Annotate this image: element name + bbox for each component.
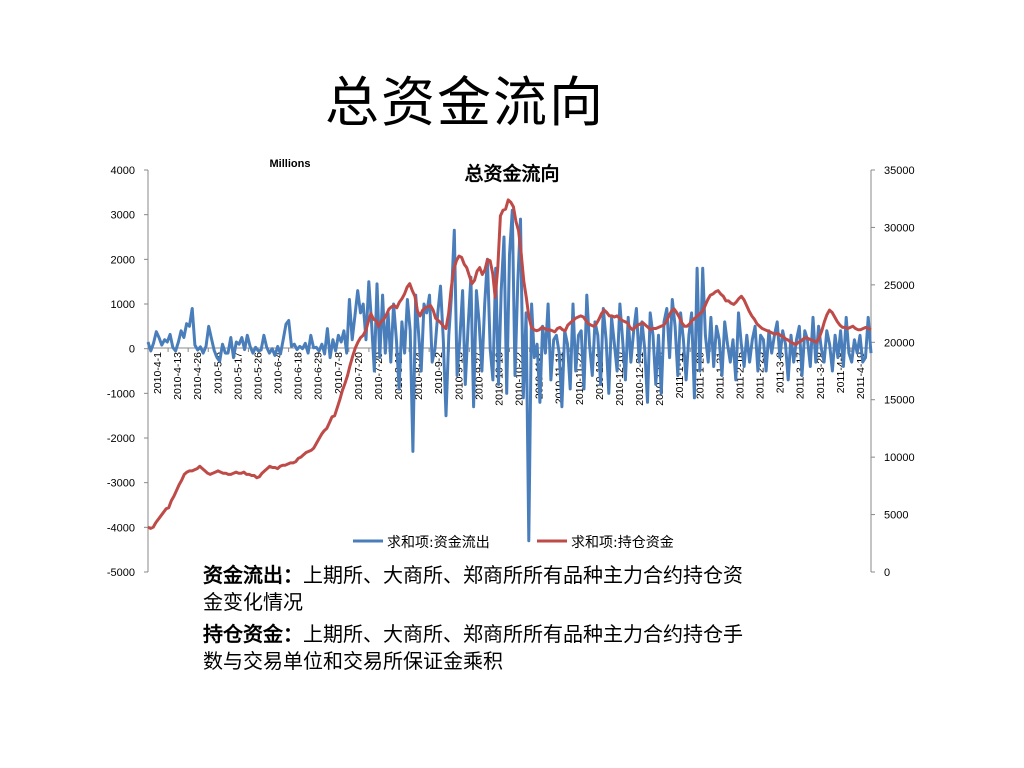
note-position-text: 上期所、大商所、郑商所所有品种主力合约持仓手数与交易单位和交易所保证金乘积	[203, 622, 743, 673]
note-outflow-term: 资金流出：	[203, 563, 303, 587]
x-tick-label: 2011-3-28	[815, 352, 827, 399]
notes: 资金流出：上期所、大商所、郑商所所有品种主力合约持仓资金变化情况 持仓资金：上期…	[203, 562, 751, 680]
x-tick-label: 2010-5-6	[212, 352, 224, 394]
x-tick-label: 2010-7-20	[353, 352, 365, 400]
left-tick-label: -3000	[107, 478, 135, 490]
x-tick-label: 2010-4-13	[172, 352, 184, 400]
x-tick-label: 2010-9-2	[433, 352, 445, 394]
note-outflow-text: 上期所、大商所、郑商所所有品种主力合约持仓资金变化情况	[203, 563, 743, 614]
right-tick-label: 10000	[884, 452, 915, 464]
note-position-funds: 持仓资金：上期所、大商所、郑商所所有品种主力合约持仓手数与交易单位和交易所保证金…	[203, 621, 751, 675]
left-tick-label: 0	[129, 344, 135, 356]
left-tick-label: -1000	[107, 388, 135, 400]
left-tick-label: -2000	[107, 433, 135, 445]
right-tick-label: 35000	[884, 165, 915, 177]
x-tick-label: 2011-3-8	[775, 352, 787, 393]
left-tick-label: 4000	[111, 165, 135, 177]
note-position-term: 持仓资金：	[203, 622, 303, 646]
x-tick-label: 2011-1-20	[694, 352, 706, 399]
x-tick-label: 2010-12-21	[634, 352, 646, 406]
x-tick-label: 2011-4-19	[855, 352, 867, 399]
x-tick-label: 2010-5-17	[232, 352, 244, 400]
slide-title: 总资金流向	[325, 71, 605, 134]
chart-title: 总资金流向	[464, 162, 559, 185]
right-tick-label: 15000	[884, 395, 915, 407]
x-tick-label: 2010-6-18	[293, 352, 305, 400]
series-line-position-funds	[147, 198, 872, 530]
x-tick-label: 2010-4-1	[152, 352, 164, 394]
x-tick-label: 2010-7-8	[333, 352, 345, 394]
legend-label-position-funds: 求和项:持仓资金	[571, 535, 674, 551]
right-tick-label: 0	[884, 567, 890, 579]
x-tick-label: 2010-6-4	[273, 352, 285, 394]
units-label: Millions	[270, 158, 311, 170]
left-tick-label: 2000	[111, 254, 135, 266]
legend-label-outflow: 求和项:资金流出	[387, 535, 490, 551]
right-tick-label: 30000	[884, 222, 915, 234]
x-tick-label: 2010-6-29	[313, 352, 325, 400]
right-tick-label: 20000	[884, 337, 915, 349]
left-tick-label: 1000	[111, 299, 135, 311]
series-line-outflow	[146, 208, 873, 543]
x-tick-label: 2010-4-26	[192, 352, 204, 400]
left-tick-label: 3000	[111, 210, 135, 222]
left-tick-label: -5000	[107, 567, 135, 579]
left-tick-label: -4000	[107, 522, 135, 534]
right-tick-label: 25000	[884, 280, 915, 292]
right-tick-label: 5000	[884, 510, 908, 522]
x-tick-label: 2010-5-26	[252, 352, 264, 400]
note-outflow: 资金流出：上期所、大商所、郑商所所有品种主力合约持仓资金变化情况	[203, 562, 751, 616]
